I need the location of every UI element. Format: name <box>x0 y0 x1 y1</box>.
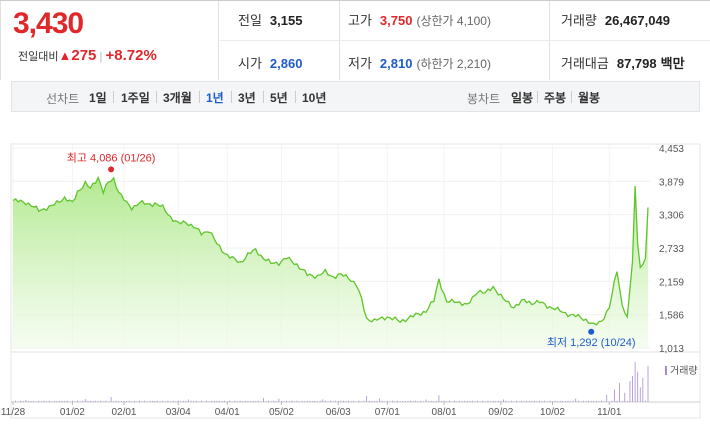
candle-daily[interactable]: 일봉 <box>511 91 534 105</box>
x-tick-label: 04/01 <box>215 407 240 418</box>
period-divider <box>571 91 572 103</box>
x-tick-label: 10/02 <box>540 407 565 418</box>
max-label: 최고 4,086 (01/26) <box>67 151 156 164</box>
min-point <box>588 328 595 335</box>
stat-row-divider <box>220 40 710 41</box>
prev-close-value: 3,155 <box>269 13 303 28</box>
quote-panel: 3,430 전일대비▲275 | +8.72% 전일 3,155 고가 3,750 (상한… <box>0 0 710 80</box>
x-tick-label: 11/01 <box>597 407 622 418</box>
y-tick-label: 3,306 <box>659 211 684 222</box>
period-5y[interactable]: 5년 <box>270 91 288 105</box>
x-tick-label: 06/03 <box>326 407 351 418</box>
candle-weekly[interactable]: 주봉 <box>544 91 567 105</box>
volume-stat: 거래량 26,467,049 <box>561 10 670 29</box>
volume-legend-swatch <box>665 366 667 375</box>
up-triangle-icon: ▲ <box>58 48 72 63</box>
period-3y[interactable]: 3년 <box>238 91 256 105</box>
price-chart[interactable]: 4,453 3,879 3,306 2,733 2,159 1,586 1,013 11/2… <box>0 115 710 427</box>
current-price: 3,430 <box>13 7 84 40</box>
candle-chart-label: 봉차트 <box>467 92 501 106</box>
price-line <box>12 175 649 326</box>
high-stat: 고가 3,750 (상한가 4,100) <box>348 10 491 29</box>
period-divider <box>156 91 157 103</box>
y-tick-label: 1,586 <box>659 311 684 322</box>
open-label: 시가 <box>238 56 262 71</box>
period-1w[interactable]: 1주일 <box>121 91 150 105</box>
price-box: 3,430 전일대비▲275 | +8.72% <box>0 1 219 80</box>
period-bar: 선차트 1일 1주일 3개월 1년 3년 5년 10년 봉차트 일봉 주봉 월봉 <box>11 81 700 112</box>
period-divider <box>295 91 296 103</box>
change-row: 전일대비▲275 | +8.72% <box>18 47 157 64</box>
high-value: 3,750 <box>379 13 413 28</box>
line-chart-label: 선차트 <box>46 92 80 106</box>
period-1y[interactable]: 1년 <box>206 91 224 105</box>
low-stat: 저가 2,810 (하한가 2,210) <box>348 53 491 72</box>
period-divider <box>537 91 538 103</box>
candle-monthly[interactable]: 월봉 <box>578 91 601 105</box>
x-tick-label: 08/01 <box>432 407 457 418</box>
change-percent: +8.72% <box>105 47 157 64</box>
open-value: 2,860 <box>269 56 303 71</box>
lower-limit: (하한가 2,210) <box>416 57 491 71</box>
x-tick-label: 03/04 <box>166 407 191 418</box>
low-value: 2,810 <box>379 56 413 71</box>
high-label: 고가 <box>348 13 372 28</box>
low-label: 저가 <box>348 56 372 71</box>
amount-unit: 백만 <box>660 56 685 71</box>
change-separator: | <box>99 49 103 63</box>
period-divider <box>231 91 232 103</box>
y-tick-label: 2,159 <box>659 277 684 288</box>
amount-value: 87,798 <box>616 56 657 71</box>
x-tick-label: 09/02 <box>488 407 513 418</box>
volume-legend-label: 거래량 <box>670 365 698 377</box>
upper-limit: (상한가 4,100) <box>416 14 491 28</box>
open-stat: 시가 2,860 <box>238 53 302 72</box>
period-divider <box>199 91 200 103</box>
x-tick-label: 02/01 <box>111 407 136 418</box>
x-tick-label: 07/01 <box>375 407 400 418</box>
amount-stat: 거래대금 87,798 백만 <box>561 53 685 72</box>
y-tick-label: 3,879 <box>659 177 684 188</box>
change-label: 전일대비 <box>18 51 59 63</box>
x-tick-label: 11/28 <box>1 407 26 418</box>
period-divider <box>263 91 264 103</box>
change-value: 275 <box>71 47 97 64</box>
y-tick-label: 2,733 <box>659 244 684 255</box>
period-divider <box>113 91 114 103</box>
volume-label: 거래량 <box>561 13 597 28</box>
prev-close-label: 전일 <box>238 13 262 28</box>
x-tick-label: 01/02 <box>60 407 85 418</box>
min-label: 최저 1,292 (10/24) <box>547 336 636 349</box>
period-3m[interactable]: 3개월 <box>163 91 192 105</box>
x-tick-label: 05/02 <box>269 407 294 418</box>
chart-annotations: 최고 4,086 (01/26) 최저 1,292 (10/24) <box>67 151 636 348</box>
y-tick-label: 1,013 <box>659 344 684 355</box>
y-axis-ticks: 4,453 3,879 3,306 2,733 2,159 1,586 1,013 <box>659 144 684 355</box>
amount-label: 거래대금 <box>561 56 609 71</box>
prev-close-stat: 전일 3,155 <box>238 10 302 29</box>
max-point <box>108 166 115 173</box>
volume-value: 26,467,049 <box>604 13 670 28</box>
period-10y[interactable]: 10년 <box>302 91 327 105</box>
period-1d[interactable]: 1일 <box>89 91 107 105</box>
volume-legend: 거래량 <box>665 365 698 377</box>
volume-bars <box>12 362 649 402</box>
x-axis-ticks: 11/28 01/02 02/01 03/04 04/01 05/02 06/03 07/01… <box>1 402 622 418</box>
y-tick-label: 4,453 <box>659 144 684 155</box>
